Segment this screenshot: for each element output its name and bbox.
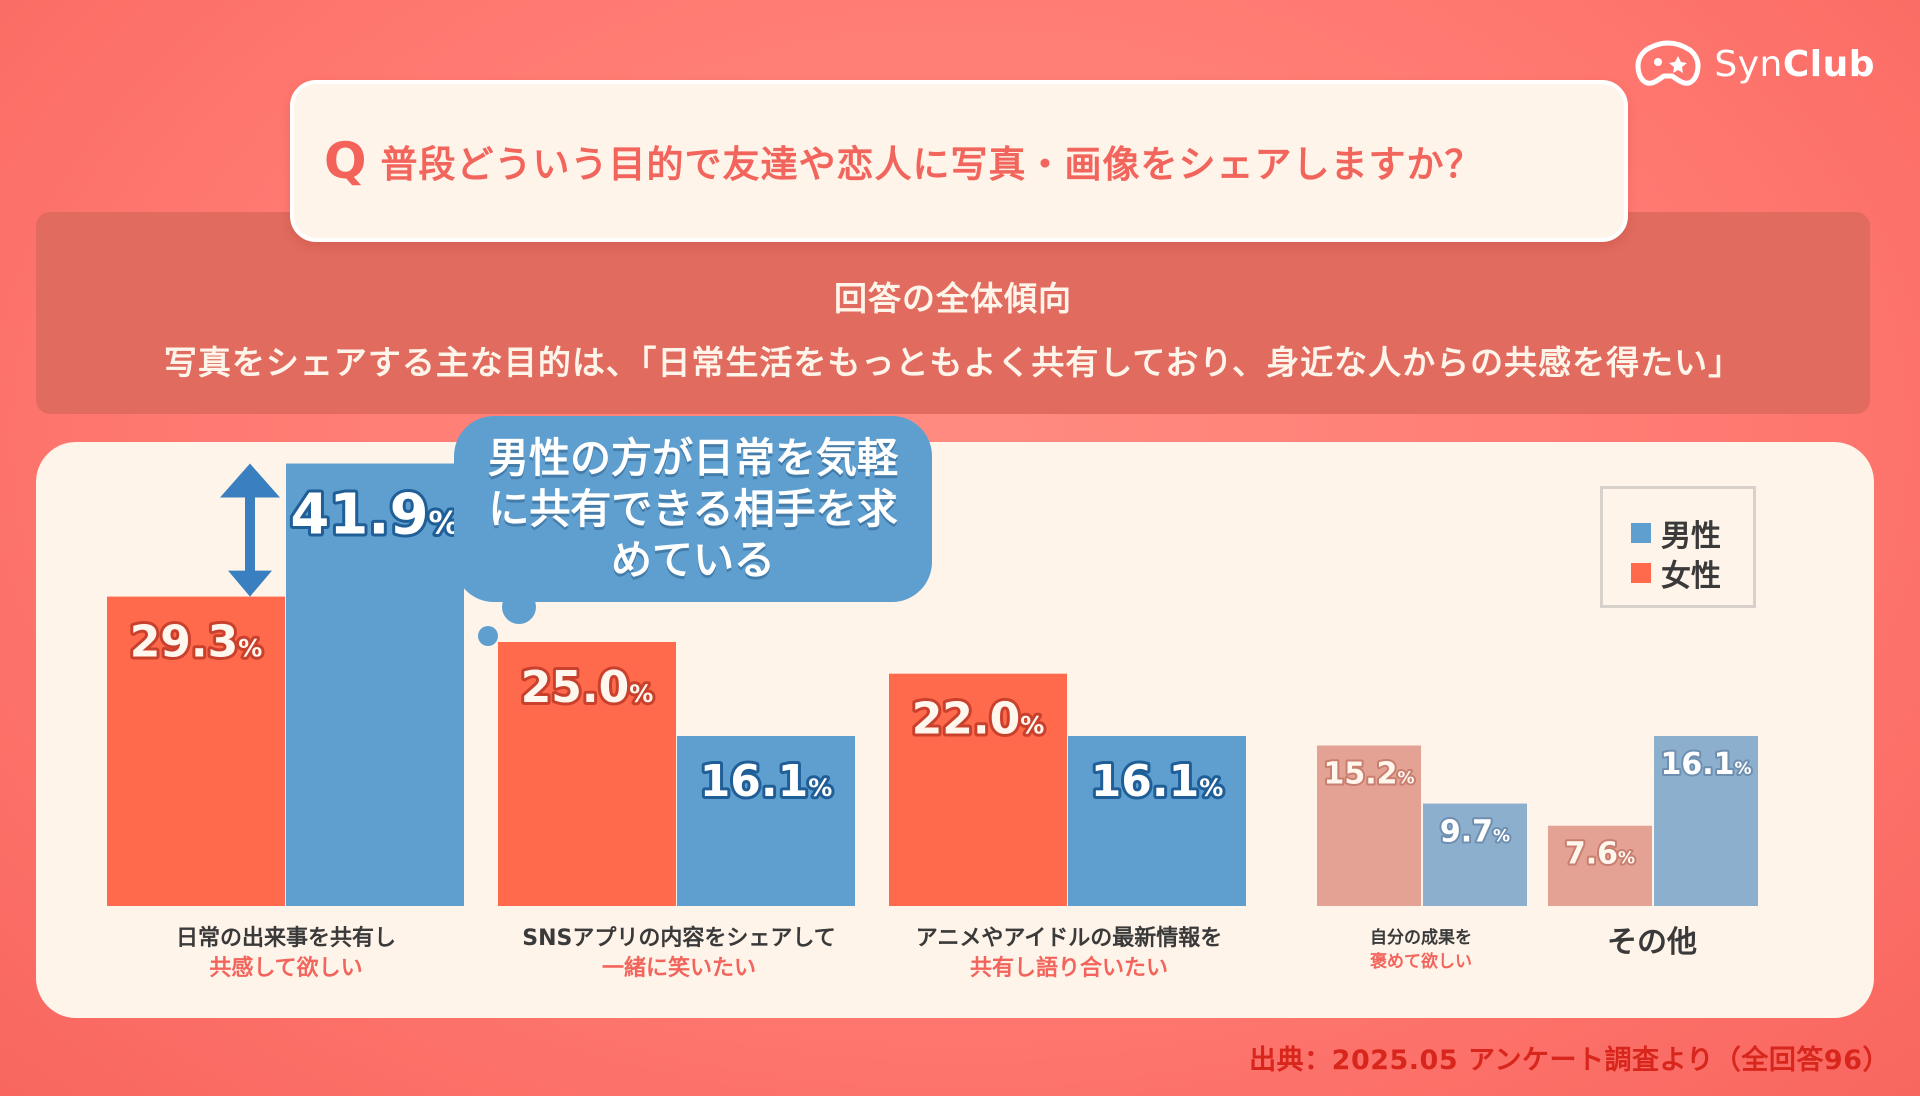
bar-female: [498, 642, 676, 906]
arrowhead-down-icon: [228, 570, 272, 597]
category-label: アニメやアイドルの最新情報を 共有し語り合いたい: [915, 926, 1223, 981]
callout-bubble: 男性の方が日常を気軽に共有できる相手を求めている: [454, 416, 932, 602]
bar-male: [1068, 735, 1246, 906]
legend-label: 男性: [1661, 519, 1721, 554]
category-label: その他: [1607, 925, 1697, 960]
callout-tail-dot: [502, 590, 536, 624]
summary-text: 写真をシェアする主な目的は、「日常生活をもっともよく共有しており、身近な人からの…: [163, 343, 1743, 382]
bar-male: [1423, 803, 1527, 906]
legend-item-female: 女性: [1631, 551, 1721, 595]
summary-title: 回答の全体傾向: [834, 279, 1072, 318]
source-note: 出典：2025.05 アンケート調査より（全回答96）: [1249, 1045, 1890, 1076]
category-label: SNSアプリの内容をシェアして 一緒に笑いたい: [522, 926, 836, 981]
bar-male: [677, 735, 855, 906]
question-box: Q 普段どういう目的で友達や恋人に写真・画像をシェアしますか？: [290, 80, 1628, 242]
game-controller-icon: [1635, 40, 1701, 86]
callout-text: 男性の方が日常を気軽に共有できる相手を求めている: [488, 433, 898, 584]
data-label-female: 7.6%: [1565, 837, 1635, 872]
bar-male: [286, 463, 464, 906]
legend-label: 女性: [1661, 559, 1721, 594]
legend-swatch: [1631, 523, 1651, 543]
question-text: 普段どういう目的で友達や恋人に写真・画像をシェアしますか？: [380, 143, 1483, 186]
bar-female: [1548, 825, 1652, 906]
category-label: 日常の出来事を共有し 共感して欲しい: [175, 926, 396, 981]
question-mark-label: Q: [324, 132, 367, 190]
bar-female: [107, 596, 285, 906]
arrowhead-up-icon: [220, 463, 280, 498]
callout-tail-dot: [478, 626, 498, 646]
bar-male: [1654, 735, 1758, 906]
brand-logo: SynClub: [1632, 36, 1875, 92]
legend-item-male: 男性: [1631, 511, 1721, 555]
summary-banner: 回答の全体傾向 写真をシェアする主な目的は、「日常生活をもっともよく共有しており…: [36, 212, 1870, 414]
bar-female: [889, 673, 1067, 906]
bar-female: [1317, 745, 1421, 906]
chart-legend: 男性 女性: [1600, 486, 1756, 608]
legend-swatch: [1631, 563, 1651, 583]
brand-name: SynClub: [1714, 43, 1875, 85]
category-label: 自分の成果を 褒めて欲しい: [1370, 928, 1472, 972]
